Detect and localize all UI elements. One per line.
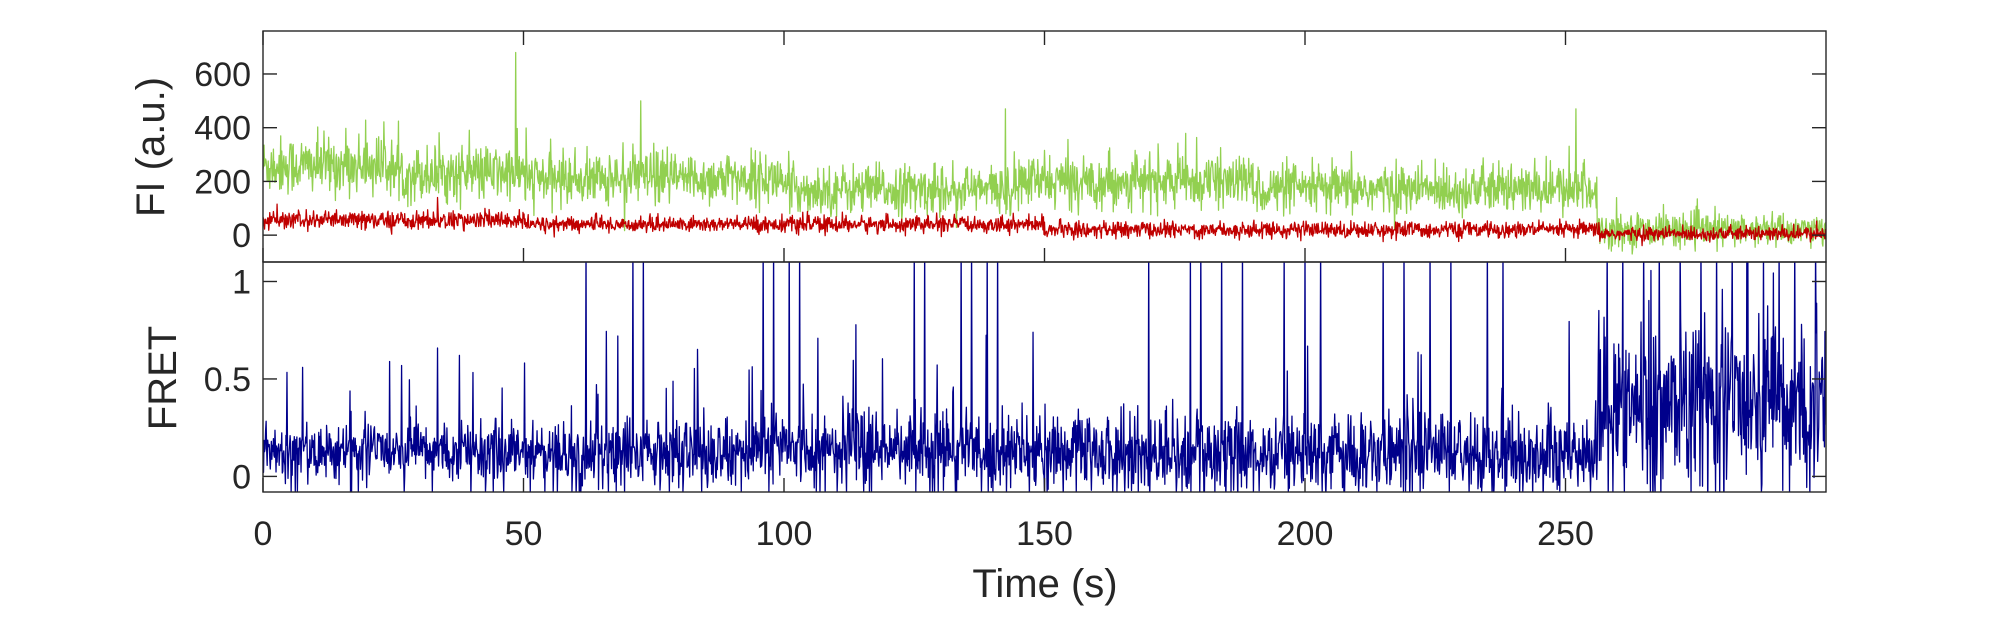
fret-panel: 00.51 0 50 100 150 200 250 FRET Time (s) [141, 31, 1827, 606]
fluorescence-y-tick-label: 0 [232, 217, 251, 255]
time-x-tick-label: 200 [1277, 515, 1334, 553]
time-x-ticks: 0 50 100 150 200 250 [254, 31, 1594, 553]
fret-y-tick-label: 0 [232, 458, 251, 496]
donor-trace [263, 51, 1826, 255]
fluorescence-y-axis-label: FI (a.u.) [129, 77, 173, 217]
fluorescence-y-tick-label: 400 [194, 110, 251, 148]
time-x-tick-label: 150 [1016, 515, 1073, 553]
time-x-tick-label: 250 [1537, 515, 1594, 553]
fret-y-ticks: 00.51 [204, 263, 1826, 496]
acceptor-trace [263, 196, 1826, 247]
fluorescence-panel: 0 200 400 600 FI (a.u.) [129, 30, 1827, 263]
fret-y-tick-label: 1 [232, 263, 251, 301]
fluorescence-y-ticks: 0 200 400 600 [194, 56, 1826, 255]
fret-y-tick-label: 0.5 [204, 361, 251, 399]
time-x-axis-label: Time (s) [972, 562, 1117, 606]
fluorescence-y-tick-label: 600 [194, 56, 251, 94]
time-x-tick-label: 100 [756, 515, 813, 553]
time-x-tick-label: 0 [254, 515, 273, 553]
fluorescence-y-tick-label: 200 [194, 163, 251, 201]
fluorescence-traces [263, 51, 1826, 255]
fret-y-axis-label: FRET [141, 326, 185, 430]
time-x-tick-label: 50 [505, 515, 543, 553]
